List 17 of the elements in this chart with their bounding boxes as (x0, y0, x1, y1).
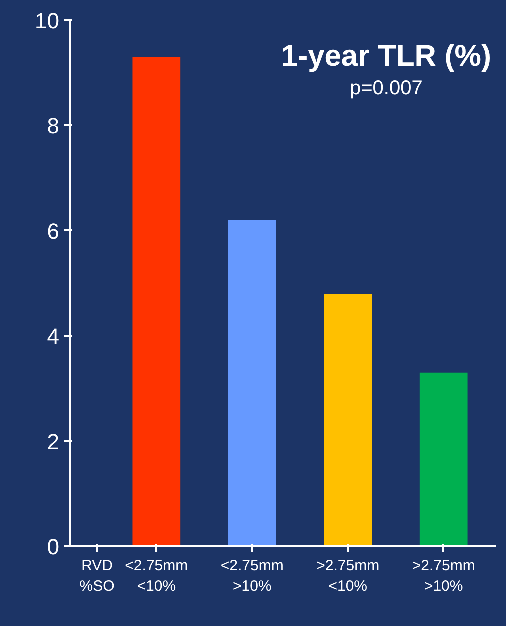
x-tick-label: >2.75mm <10% (316, 558, 380, 595)
bar (324, 294, 372, 546)
text: 1-year TLR (%) (281, 40, 492, 74)
x-tick-label: <2.75mm <10% (125, 558, 188, 595)
y-tick-label: 2 (47, 429, 60, 454)
text: p=0.007 (350, 77, 423, 100)
x-tick-label: >2.75mm >10% (412, 558, 476, 595)
y-tick-label: 6 (47, 218, 60, 244)
y-tick-label: 4 (47, 324, 60, 350)
bar (228, 220, 276, 546)
y-tick-label: 0 (47, 534, 60, 560)
y-tick-label: 10 (35, 8, 60, 34)
y-tick-label: 8 (47, 114, 60, 139)
bar (132, 57, 181, 546)
text: RVD %SO (80, 558, 115, 595)
x-tick-label: <2.75mm >10% (220, 558, 284, 595)
bar (420, 372, 468, 546)
